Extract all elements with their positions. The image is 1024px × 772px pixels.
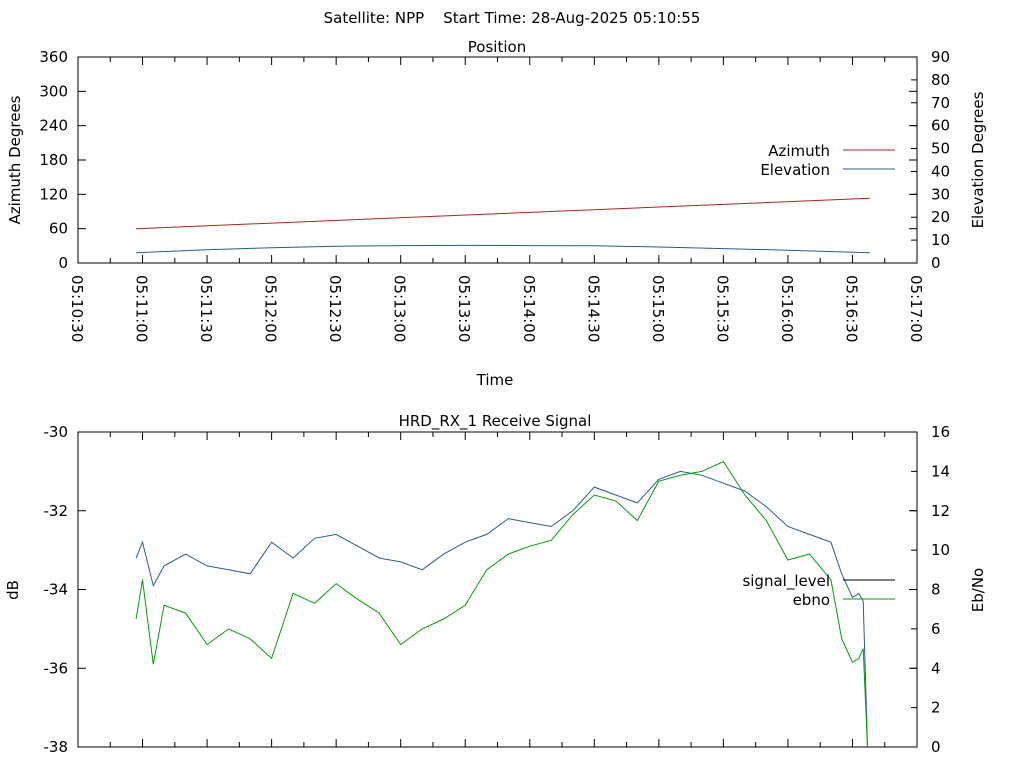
signal-y2-axis-label: Eb/No (969, 568, 987, 612)
legend-label: Elevation (760, 161, 830, 179)
y2-tick-label: 80 (931, 71, 950, 89)
x-tick-label: 05:14:00 (520, 275, 538, 342)
x-tick-label: 05:10:30 (68, 275, 86, 342)
position-y-axis: 0 60 120 180 240 300 360 (39, 48, 917, 272)
position-y-axis-label: Azimuth Degrees (6, 95, 24, 224)
signal-y-axis: -30 -32 -34 -36 -38 (44, 423, 917, 756)
x-tick-label: 05:15:30 (713, 275, 731, 342)
legend-label: signal_level (742, 572, 830, 591)
y2-tick-label: 0 (931, 254, 941, 272)
x-tick-label: 05:17:00 (907, 275, 925, 342)
position-plot-frame (77, 56, 918, 264)
y-tick-label: 360 (39, 48, 68, 66)
y-tick-label: 240 (39, 117, 68, 135)
position-x-axis: 05:10:30 05:11:00 05:11:30 05:12:00 05:12:30… (68, 57, 925, 342)
x-tick-label: 05:11:30 (197, 275, 215, 342)
position-series (136, 197, 870, 254)
x-tick-label: 05:11:00 (133, 275, 151, 342)
x-tick-label: 05:12:30 (326, 275, 344, 342)
position-chart: Position 0 60 120 180 240 300 360 0 10 20 30 40 50 6… (6, 38, 987, 389)
series-line-signal-level (135, 470, 868, 748)
signal-series (135, 460, 868, 748)
y2-tick-label: 10 (931, 541, 950, 559)
y2-tick-label: 2 (931, 699, 941, 717)
position-y2-axis-label: Elevation Degrees (969, 91, 987, 228)
signal-y2-axis: 0 2 4 6 8 10 12 14 16 (911, 423, 950, 756)
y2-tick-label: 30 (931, 185, 950, 203)
y2-tick-label: 16 (931, 423, 950, 441)
position-chart-title: Position (468, 38, 526, 56)
y2-tick-label: 90 (931, 48, 950, 66)
x-tick-label: 05:12:00 (262, 275, 280, 342)
y2-tick-label: 0 (931, 738, 941, 756)
x-tick-label: 05:16:30 (842, 275, 860, 342)
y2-tick-label: 60 (931, 117, 950, 135)
y2-tick-label: 50 (931, 140, 950, 158)
position-y2-axis: 0 10 20 30 40 50 60 70 80 90 (911, 48, 950, 272)
y2-tick-label: 8 (931, 581, 941, 599)
position-x-axis-label: Time (476, 371, 514, 389)
x-tick-label: 05:16:00 (778, 275, 796, 342)
y2-tick-label: 14 (931, 462, 950, 480)
x-tick-label: 05:15:00 (649, 275, 667, 342)
legend-label: Azimuth (768, 142, 830, 160)
y-tick-label: 60 (49, 220, 68, 238)
y2-tick-label: 70 (931, 94, 950, 112)
y-tick-label: 120 (39, 185, 68, 203)
signal-x-axis (77, 432, 918, 747)
signal-y-axis-label: dB (4, 580, 22, 600)
y-tick-label: 300 (39, 82, 68, 100)
y2-tick-label: 20 (931, 208, 950, 226)
y-tick-label: 180 (39, 151, 68, 169)
series-line-azimuth (136, 197, 870, 230)
y2-tick-label: 6 (931, 620, 941, 638)
y-tick-label: -30 (44, 423, 69, 441)
signal-chart-title: HRD_RX_1 Receive Signal (399, 412, 592, 431)
x-tick-label: 05:14:30 (584, 275, 602, 342)
y2-tick-label: 12 (931, 502, 950, 520)
y-tick-label: -36 (44, 659, 69, 677)
y2-tick-label: 40 (931, 162, 950, 180)
series-line-ebno (135, 460, 868, 748)
series-line-elevation (136, 244, 870, 254)
y-tick-label: 0 (58, 254, 68, 272)
signal-chart: HRD_RX_1 Receive Signal -30-32-34-36-38 … (4, 412, 987, 756)
y2-tick-label: 4 (931, 659, 941, 677)
y-tick-label: -32 (44, 502, 69, 520)
page-title: Satellite: NPP Start Time: 28-Aug-2025 0… (324, 9, 701, 27)
y2-tick-label: 10 (931, 231, 950, 249)
y-tick-label: -34 (44, 581, 69, 599)
legend-label: ebno (793, 591, 830, 609)
x-tick-label: 05:13:00 (391, 275, 409, 342)
y-tick-label: -38 (44, 738, 69, 756)
x-tick-label: 05:13:30 (455, 275, 473, 342)
